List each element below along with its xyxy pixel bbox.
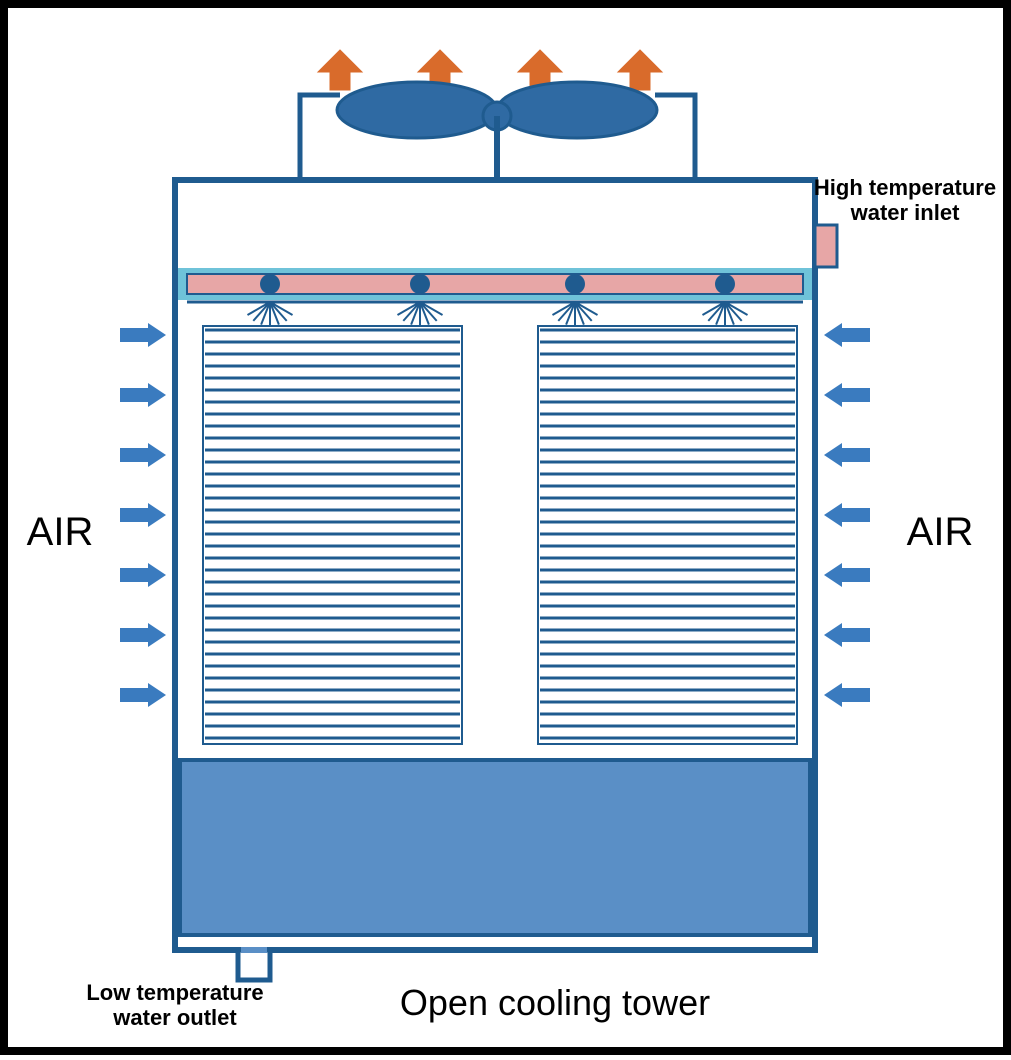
water-inlet-pipe: [815, 225, 837, 267]
water-basin: [180, 760, 810, 935]
air-label-right: AIR: [907, 510, 974, 554]
inlet-label: water inlet: [850, 200, 960, 225]
diagram-canvas: AIR AIR High temperaturewater inlet Low tem…: [0, 0, 1011, 1055]
water-outlet-pipe: [238, 950, 270, 980]
air-label-left: AIR: [27, 510, 94, 554]
inlet-label: High temperature: [814, 175, 996, 200]
diagram-title: Open cooling tower: [400, 982, 710, 1023]
outlet-label: Low temperature: [86, 980, 263, 1005]
outlet-label: water outlet: [112, 1005, 237, 1030]
